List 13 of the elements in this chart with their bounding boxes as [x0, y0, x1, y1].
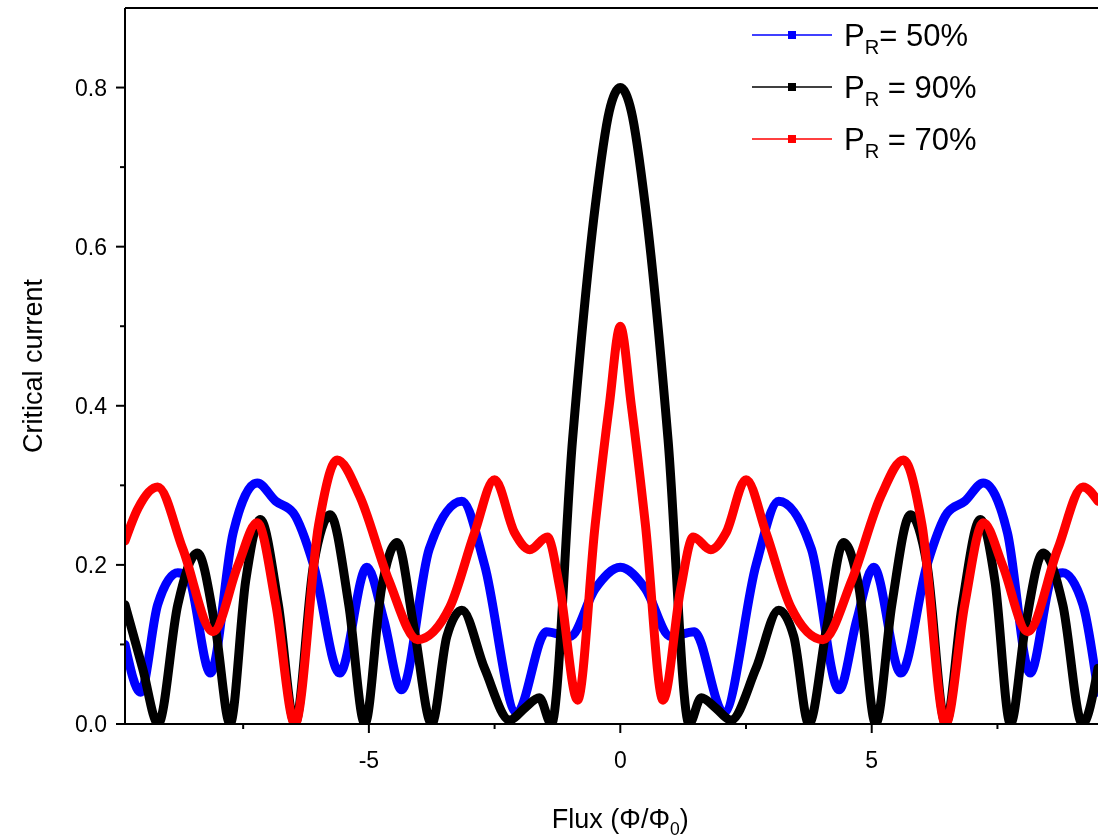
x-axis-title: Flux (Φ/Φ$_{0}$)	[551, 804, 689, 836]
y-axis-title: Critical current	[18, 278, 48, 454]
x-tick-label: -5	[358, 747, 380, 773]
y-tick-label: 0.4	[75, 392, 108, 419]
y-tick-label: 0.8	[75, 74, 107, 101]
legend-label: P$_{R}$= 50%	[844, 18, 968, 58]
y-tick-label: 0.2	[75, 551, 107, 578]
x-tick-label: 5	[865, 747, 879, 773]
y-tick-label: 0.6	[75, 233, 107, 260]
legend-label: P$_{R}$ = 90%	[844, 70, 977, 110]
legend-label: P$_{R}$ = 70%	[844, 122, 977, 162]
x-tick-label: 0	[613, 747, 627, 773]
y-tick-label: 0.0	[75, 711, 107, 738]
